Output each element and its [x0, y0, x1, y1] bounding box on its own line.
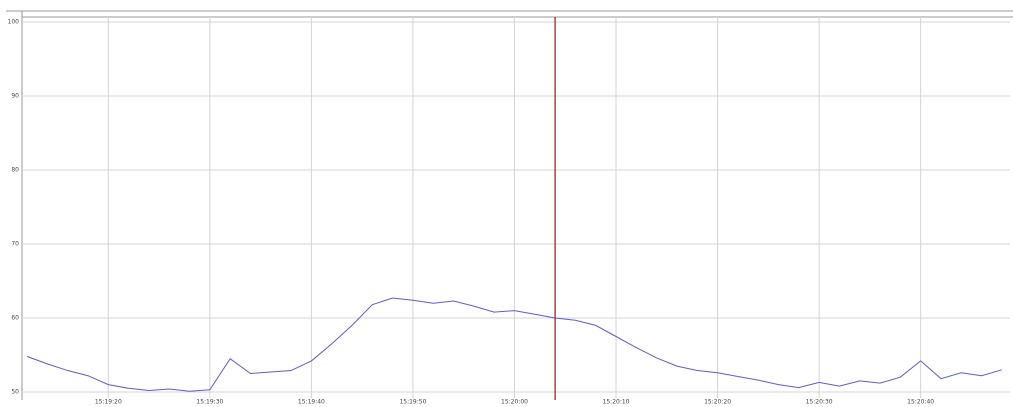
x-tick-label: 15:20:00 — [501, 399, 528, 406]
x-tick-label: 15:19:30 — [196, 399, 223, 406]
y-tick-label: 70 — [11, 241, 19, 248]
x-tick-label: 15:20:30 — [806, 399, 833, 406]
x-tick-label: 15:19:50 — [399, 399, 426, 406]
y-tick-label: 100 — [8, 19, 20, 26]
series-line — [26, 297, 1003, 392]
y-tick-label: 60 — [11, 315, 19, 322]
x-tick-label: 15:20:10 — [603, 399, 630, 406]
x-tick-label: 15:19:20 — [95, 399, 122, 406]
y-tick-label: 50 — [11, 389, 19, 396]
x-tick-label: 15:19:40 — [298, 399, 325, 406]
x-tick-label: 15:20:40 — [907, 399, 934, 406]
x-tick-label: 15:20:20 — [704, 399, 731, 406]
y-tick-label: 90 — [11, 93, 19, 100]
y-tick-label: 80 — [11, 167, 19, 174]
